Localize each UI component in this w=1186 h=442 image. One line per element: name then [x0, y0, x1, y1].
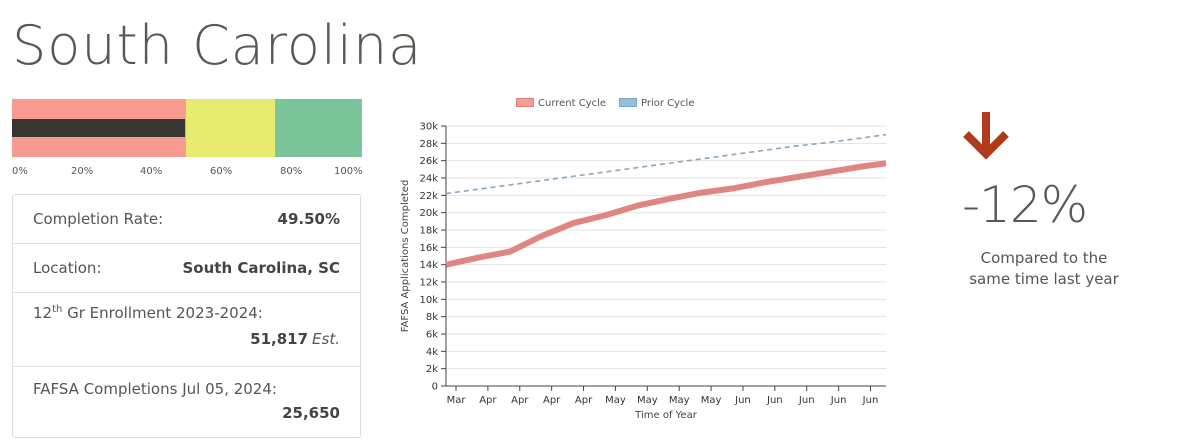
progress-fill: [12, 119, 186, 137]
completion-rate-value: 49.50%: [277, 210, 340, 228]
comparison-line-1: Compared to the: [980, 249, 1108, 267]
x-tick-label: Mar: [447, 395, 467, 406]
x-tick-label: May: [605, 395, 626, 406]
y-tick-label: 28k: [419, 139, 438, 150]
legend-label-current: Current Cycle: [538, 98, 607, 109]
x-axis-label: Time of Year: [634, 410, 698, 420]
series-line-current: [445, 160, 887, 268]
x-tick-label: Jun: [830, 395, 847, 406]
y-tick-label: 2k: [426, 364, 438, 375]
x-tick-label: Jun: [734, 395, 751, 406]
completion-progress-bar: [12, 99, 362, 157]
y-tick-label: 8k: [426, 312, 438, 323]
location-value: South Carolina, SC: [182, 259, 340, 277]
y-axis-label: FAFSA Applications Completed: [400, 180, 411, 333]
fafsa-line-chart: Current Cycle Prior Cycle 0 2k 4k 6k 8k 10k 12…: [392, 94, 896, 420]
location-row: Location: South Carolina, SC: [13, 243, 360, 293]
x-tick-label: Apr: [479, 395, 497, 406]
y-tick-label: 20k: [419, 208, 438, 219]
y-tick-label: 6k: [426, 330, 438, 341]
x-tick-label: Jun: [862, 395, 879, 406]
y-tick-label: 10k: [419, 295, 438, 306]
progress-segment-mid: [186, 99, 275, 157]
x-tick-label: Apr: [511, 395, 529, 406]
arrow-down-icon: [963, 112, 1009, 160]
progress-tick: 40%: [140, 166, 163, 177]
enrollment-row: 12th Gr Enrollment 2023-2024: 51,817 Est.: [13, 292, 360, 367]
x-tick-label: May: [701, 395, 722, 406]
y-tick-label: 0: [432, 382, 438, 393]
progress-tick: 60%: [210, 166, 233, 177]
progress-tick: 80%: [280, 166, 303, 177]
enrollment-value: 51,817 Est.: [250, 330, 340, 348]
progress-tick: 100%: [334, 166, 363, 177]
comparison-note: Compared to the same time last year: [955, 248, 1133, 290]
progress-segment-high: [275, 99, 362, 157]
progress-tick: 0%: [12, 166, 28, 177]
y-tick-label: 30k: [419, 122, 438, 133]
x-tick-label: May: [637, 395, 658, 406]
y-tick-label: 14k: [419, 260, 438, 271]
chart-plot: 0 2k 4k 6k 8k 10k 12k 14k 16k 18k 20k 22k 24k 26k 28k 3…: [400, 122, 887, 420]
progress-ticks: 0% 20% 40% 60% 80% 100%: [12, 166, 363, 180]
y-tick-label: 16k: [419, 243, 438, 254]
y-tick-label: 12k: [419, 278, 438, 289]
y-tick-label: 26k: [419, 156, 438, 167]
x-tick-label: Apr: [575, 395, 593, 406]
completion-rate-row: Completion Rate: 49.50%: [13, 195, 360, 244]
enrollment-label: 12th Gr Enrollment 2023-2024:: [33, 304, 263, 322]
legend-swatch-prior: [619, 98, 637, 107]
x-tick-label: Jun: [798, 395, 815, 406]
y-tick-label: 18k: [419, 226, 438, 237]
series-line-prior: [445, 133, 887, 195]
y-tick-label: 4k: [426, 347, 438, 358]
info-card: Completion Rate: 49.50% Location: South …: [12, 194, 361, 438]
legend-swatch-current: [516, 98, 534, 107]
completions-value: 25,650: [282, 404, 340, 422]
legend-item-current[interactable]: Current Cycle: [516, 98, 606, 109]
y-tick-label: 24k: [419, 174, 438, 185]
completions-row: FAFSA Completions Jul 05, 2024: 25,650: [13, 366, 360, 438]
page-title: South Carolina: [12, 14, 423, 77]
comparison-line-2: same time last year: [969, 270, 1119, 288]
estimate-note: Est.: [312, 330, 340, 348]
x-tick-label: Jun: [766, 395, 783, 406]
y-tick-label: 22k: [419, 191, 438, 202]
change-percent: -12%: [962, 176, 1088, 234]
x-tick-label: May: [669, 395, 690, 406]
completion-rate-label: Completion Rate:: [33, 210, 164, 228]
x-tick-label: Apr: [543, 395, 561, 406]
progress-tick: 20%: [71, 166, 94, 177]
location-label: Location:: [33, 259, 102, 277]
legend-item-prior[interactable]: Prior Cycle: [619, 98, 694, 109]
completions-label: FAFSA Completions Jul 05, 2024:: [33, 380, 277, 398]
legend-label-prior: Prior Cycle: [641, 98, 695, 109]
